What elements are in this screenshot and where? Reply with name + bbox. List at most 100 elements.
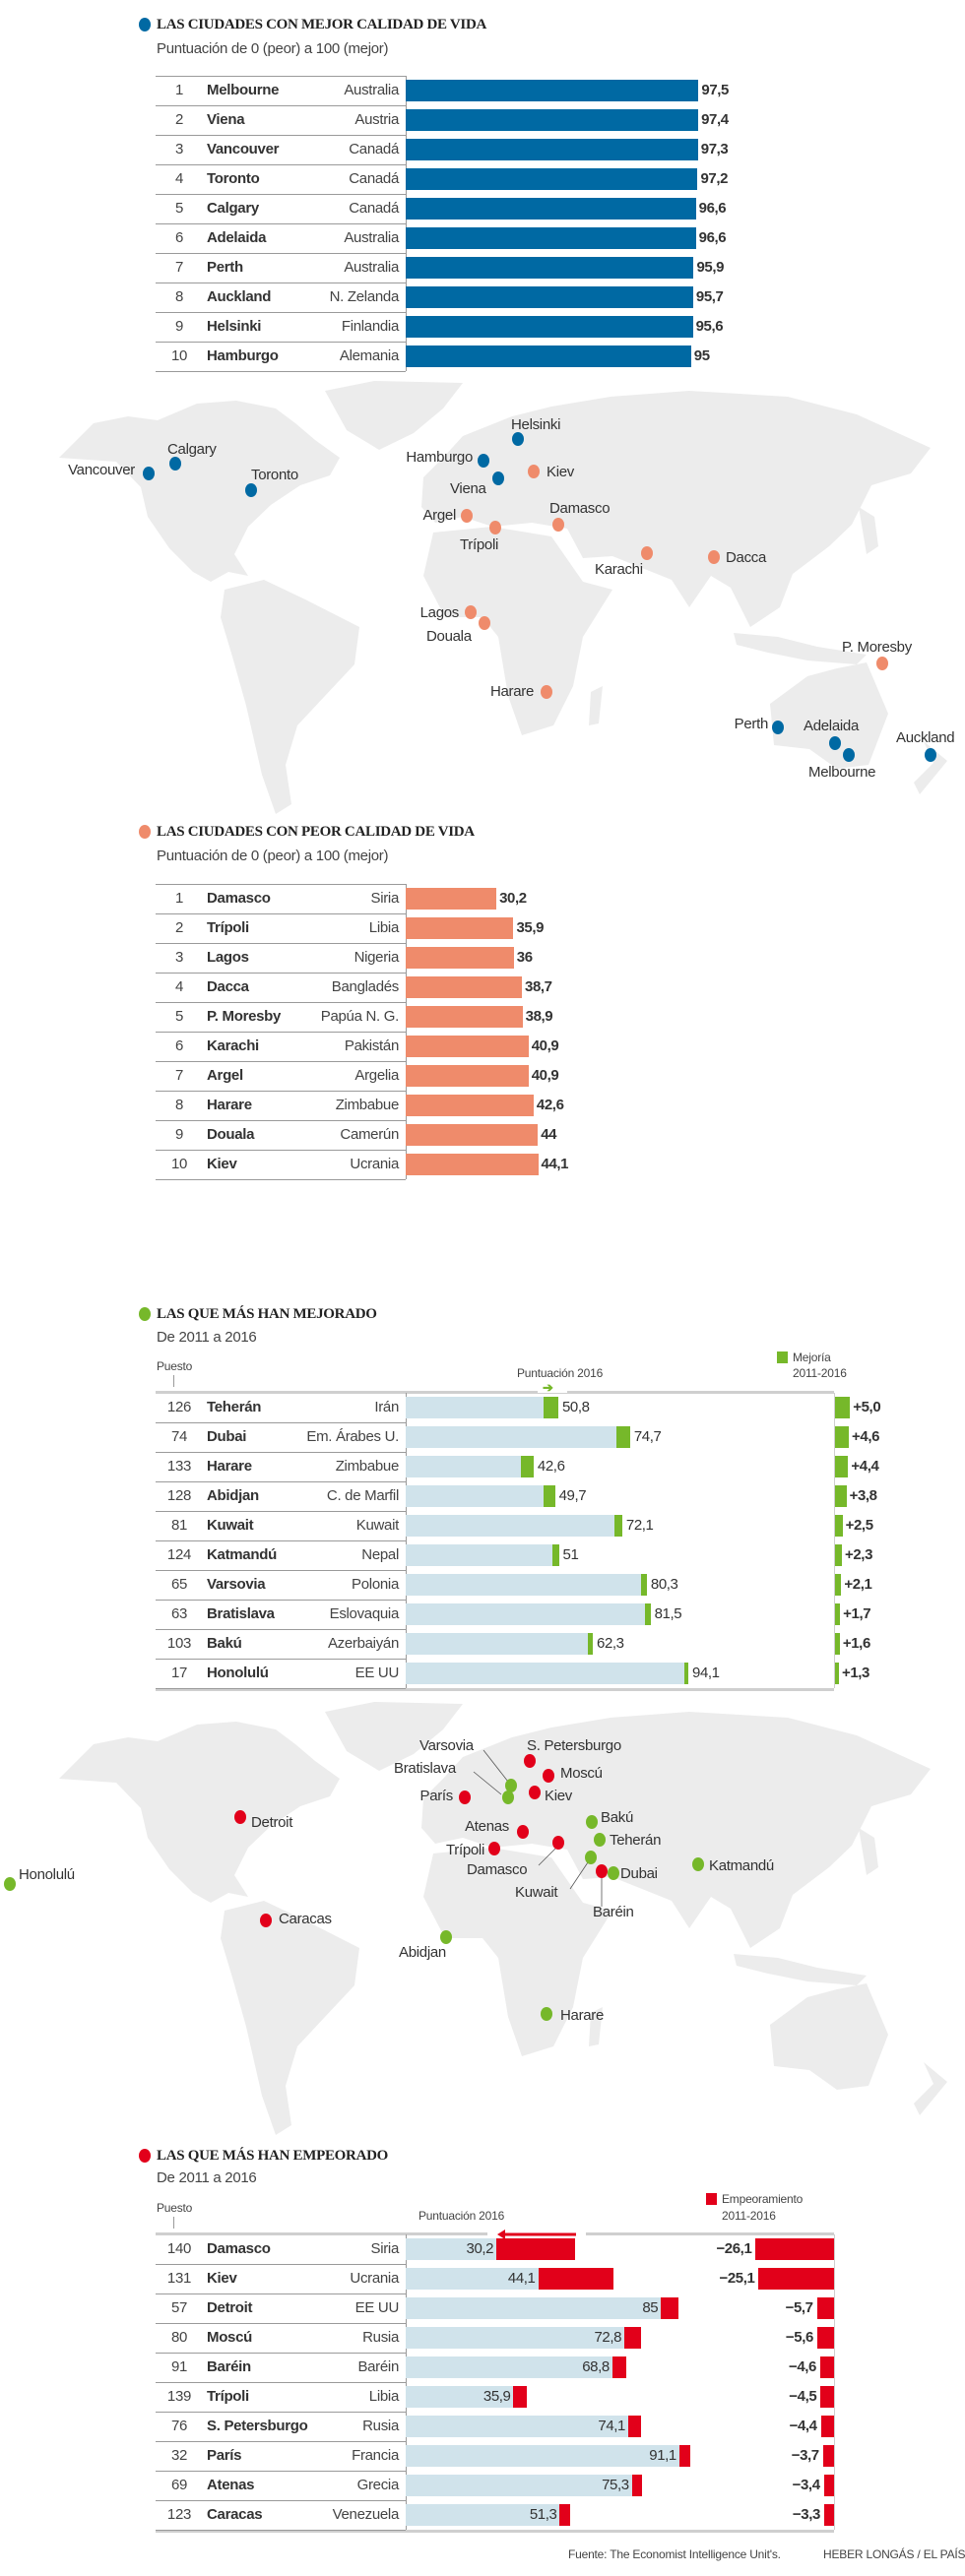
city-name: Katmandú xyxy=(207,1546,277,1563)
city-name: Dubai xyxy=(207,1428,247,1445)
row-rule xyxy=(156,1061,406,1062)
city-label: Trípoli xyxy=(446,1842,484,1858)
country-name: N. Zelanda xyxy=(329,288,400,305)
score-bar xyxy=(406,1397,558,1418)
city-label: Vancouver xyxy=(68,462,135,478)
worsening-segment xyxy=(631,2475,643,2496)
leader-line xyxy=(482,1749,509,1783)
score-axis-line xyxy=(406,2234,407,2530)
row-rule xyxy=(156,2353,406,2354)
worsening-segment xyxy=(513,2386,528,2408)
score-label: 50,8 xyxy=(561,1399,590,1415)
city-label: Caracas xyxy=(279,1911,332,1927)
change-bar xyxy=(835,1397,851,1418)
score-bar xyxy=(406,1663,688,1684)
city-label: Damasco xyxy=(549,500,610,517)
rank: 128 xyxy=(166,1487,192,1504)
country-name: Irán xyxy=(374,1399,399,1415)
rank: 5 xyxy=(174,1008,184,1025)
improvement-segment xyxy=(543,1485,555,1507)
city-marker xyxy=(465,605,477,619)
city-marker xyxy=(260,1914,272,1927)
rank: 10 xyxy=(170,347,188,364)
score-bar xyxy=(406,1485,555,1507)
change-bar xyxy=(758,2268,834,2290)
score-bar xyxy=(406,2297,662,2319)
city-marker xyxy=(772,721,784,734)
world-map-changes: S. Petersburgo Moscú Kiev París Varsovia Brat… xyxy=(4,1702,947,2135)
score-label: 85 xyxy=(642,2299,659,2316)
country-name: Canadá xyxy=(349,200,399,217)
row-rule xyxy=(156,1422,406,1423)
score-label: 75,3 xyxy=(602,2477,629,2493)
score-label: 40,9 xyxy=(531,1037,559,1054)
city-label: Melbourne xyxy=(808,764,875,781)
worsening-segment xyxy=(678,2445,691,2467)
rank: 17 xyxy=(170,1665,188,1681)
score-axis-line xyxy=(406,884,407,1179)
row-rule xyxy=(156,2323,406,2324)
change-label: +1,7 xyxy=(843,1605,871,1622)
source-note: Fuente: The Economist Intelligence Unit'… xyxy=(568,2547,781,2561)
country-name: Australia xyxy=(344,229,399,246)
city-marker xyxy=(641,546,653,560)
score-label: 94,1 xyxy=(692,1665,720,1681)
score-bar xyxy=(406,168,698,190)
row-rule xyxy=(156,2293,406,2294)
score-bar xyxy=(406,286,693,308)
row-rule xyxy=(156,1002,406,1003)
rank: 103 xyxy=(166,1635,192,1652)
score-label: 74,1 xyxy=(598,2418,626,2434)
change-label: +2,3 xyxy=(845,1546,873,1563)
city-label: Lagos xyxy=(420,604,459,621)
city-name: Douala xyxy=(207,1126,255,1143)
country-name: Azerbaiyán xyxy=(327,1635,399,1652)
rank: 3 xyxy=(174,949,184,966)
city-name: Dacca xyxy=(207,978,249,995)
land-indonesia xyxy=(734,633,867,664)
rank: 10 xyxy=(170,1156,188,1172)
score-label: 49,7 xyxy=(558,1487,587,1504)
land-africa xyxy=(423,527,612,735)
city-label: Honolulú xyxy=(19,1866,75,1883)
rank: 57 xyxy=(170,2299,188,2316)
score-bar xyxy=(406,2504,560,2526)
score-bar xyxy=(406,888,497,910)
row-rule xyxy=(156,2441,406,2442)
city-label: Moscú xyxy=(560,1765,603,1782)
improvement-segment xyxy=(640,1574,647,1596)
city-marker xyxy=(925,748,936,762)
city-marker xyxy=(708,550,720,564)
country-name: Pakistán xyxy=(344,1037,399,1054)
city-name: Varsovia xyxy=(207,1576,266,1593)
country-name: Venezuela xyxy=(332,2506,400,2523)
change-bar xyxy=(823,2504,834,2526)
city-name: Atenas xyxy=(207,2477,255,2493)
city-name: Damasco xyxy=(207,2240,271,2257)
country-name: Zimbabue xyxy=(335,1458,400,1475)
score-label: 38,7 xyxy=(525,978,552,995)
country-name: Baréin xyxy=(357,2358,399,2375)
land-australia xyxy=(770,662,888,769)
land-north-america xyxy=(59,401,340,582)
country-name: Libia xyxy=(368,2388,400,2405)
table-header-rule xyxy=(156,1391,834,1394)
improved-legend-swatch xyxy=(777,1351,788,1363)
city-label: Teherán xyxy=(610,1832,661,1849)
change-label: −4,4 xyxy=(789,2418,817,2434)
score-label: 68,8 xyxy=(582,2358,610,2375)
score-bar xyxy=(406,2416,628,2437)
table-bottom-rule xyxy=(156,2530,834,2533)
change-bar xyxy=(835,1544,842,1566)
row-rule xyxy=(156,1540,406,1541)
row-rule xyxy=(156,1688,406,1689)
row-rule xyxy=(156,1452,406,1453)
worsening-segment xyxy=(628,2416,642,2437)
rank: 69 xyxy=(170,2477,188,2493)
city-name: Caracas xyxy=(207,2506,263,2523)
change-label: +4,6 xyxy=(852,1428,880,1445)
city-name: Viena xyxy=(207,111,245,128)
country-name: Austria xyxy=(354,111,399,128)
city-marker xyxy=(489,521,501,534)
city-label: Perth xyxy=(735,716,768,732)
